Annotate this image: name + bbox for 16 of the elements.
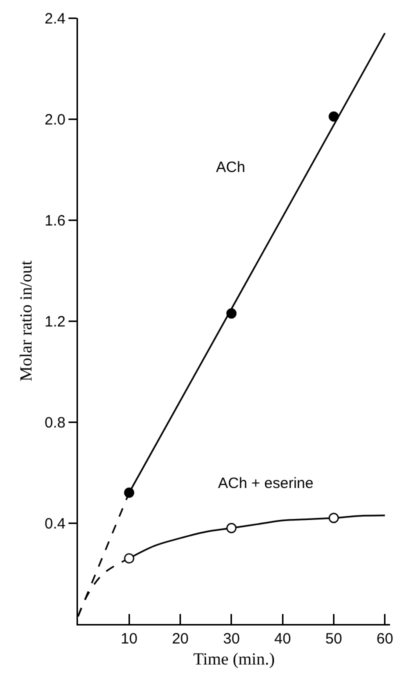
annotation: ACh + eserine bbox=[218, 475, 314, 492]
y-tick-label: 2.0 bbox=[44, 111, 66, 128]
x-tick-label: 20 bbox=[172, 630, 189, 648]
x-tick-label: 50 bbox=[325, 630, 342, 648]
x-axis-title: Time (min.) bbox=[193, 650, 275, 669]
y-tick-label: 0.8 bbox=[44, 414, 66, 432]
x-tick-label: 40 bbox=[274, 630, 291, 648]
y-tick-label: 1.6 bbox=[44, 212, 66, 230]
y-tick-label: 1.2 bbox=[44, 313, 66, 330]
y-tick-label: 2.4 bbox=[44, 10, 66, 28]
y-axis-title: Molar ratio in/out bbox=[16, 260, 36, 382]
annotation: ACh bbox=[216, 159, 246, 176]
x-tick-label: 10 bbox=[120, 630, 138, 648]
x-tick-label: 30 bbox=[223, 630, 240, 648]
x-tick-label: 60 bbox=[376, 630, 394, 648]
y-tick-label: 0.4 bbox=[44, 515, 66, 532]
